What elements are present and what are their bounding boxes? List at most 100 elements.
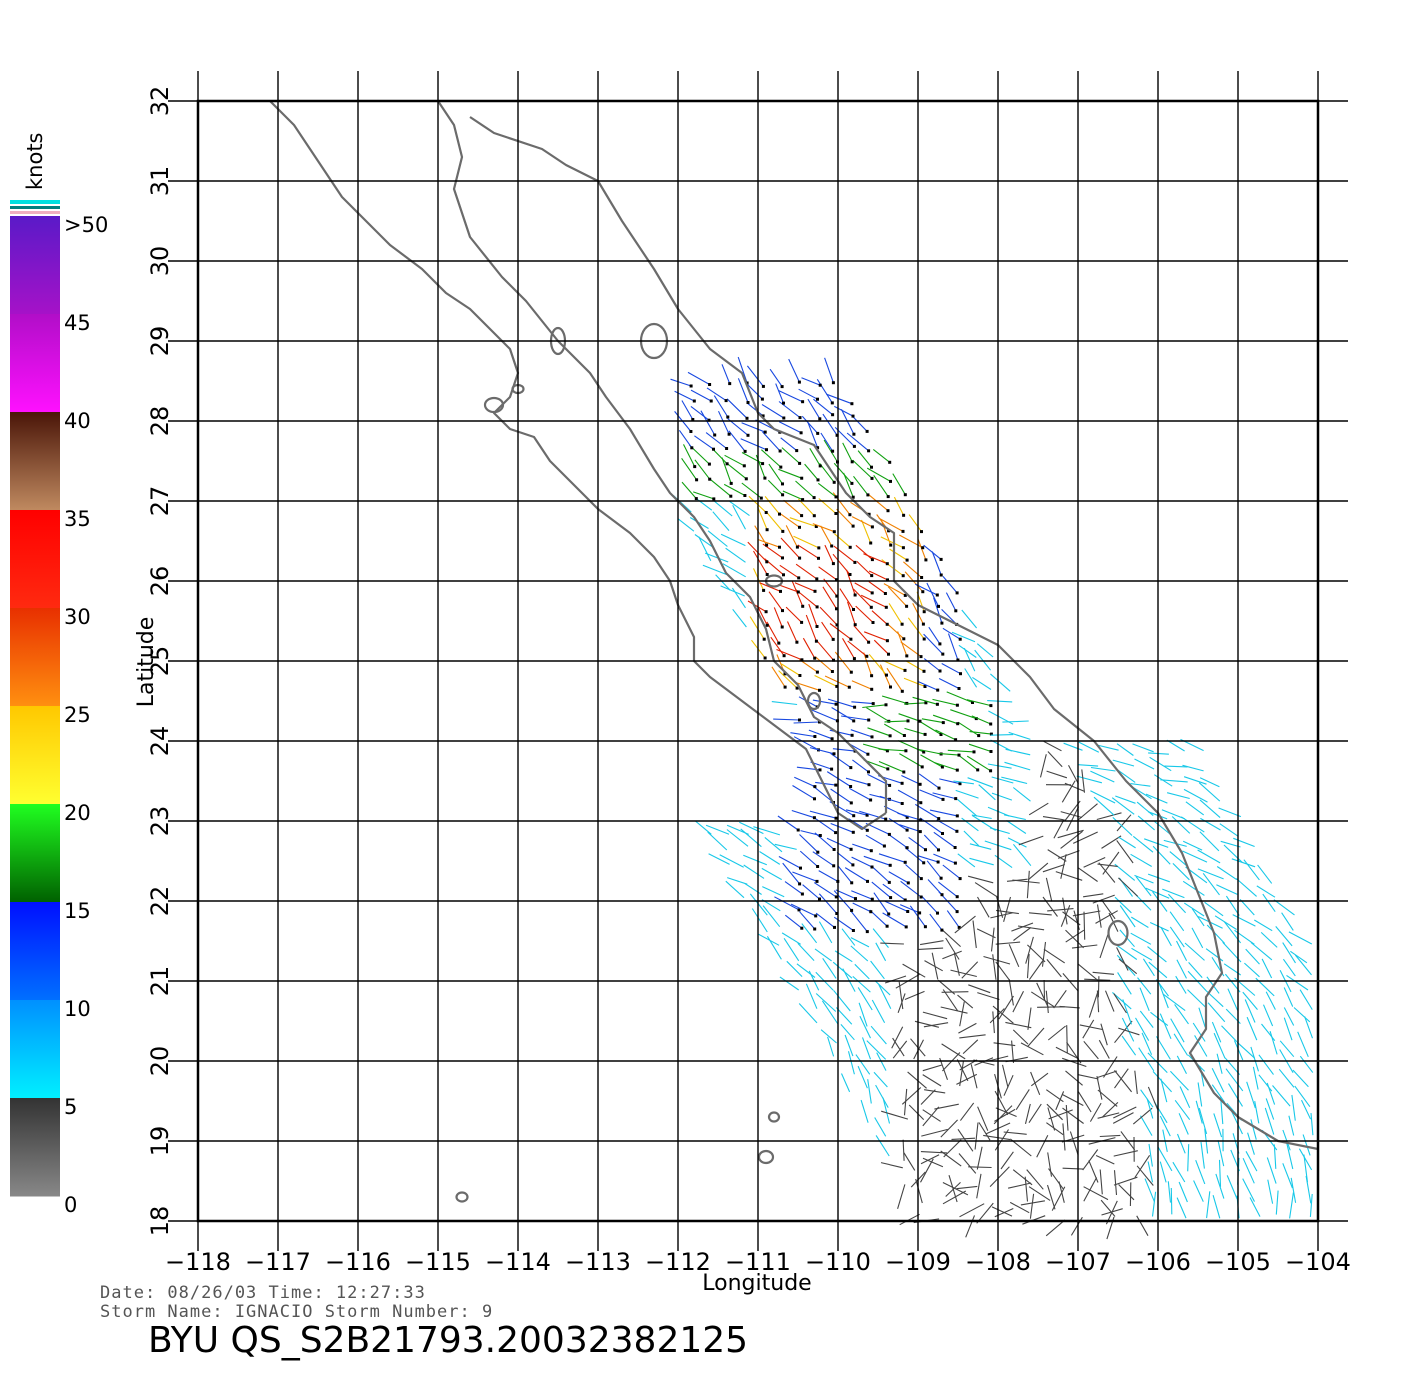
wind-vector-origin: [830, 737, 834, 741]
wind-vector: [785, 606, 802, 623]
wind-vector-origin: [939, 733, 943, 736]
wind-vector: [1083, 893, 1104, 898]
wind-vector-origin: [816, 478, 820, 482]
wind-vector: [1099, 1134, 1121, 1138]
wind-vector: [1172, 1161, 1186, 1183]
wind-vector: [1135, 876, 1152, 897]
wind-vector: [732, 505, 746, 530]
wind-vector: [694, 459, 711, 480]
wind-vector: [1269, 1031, 1278, 1055]
wind-vector: [1294, 1085, 1311, 1108]
wind-vector: [968, 1166, 992, 1169]
wind-vector: [972, 676, 992, 690]
wind-vector: [871, 610, 888, 625]
wind-vector: [1065, 1104, 1069, 1131]
wind-vector-origin: [900, 622, 904, 626]
wind-vector: [1130, 783, 1151, 787]
wind-vector: [1242, 1178, 1255, 1202]
wind-vector: [852, 902, 872, 913]
wind-vector-origin: [832, 864, 836, 868]
wind-vector: [1060, 854, 1067, 879]
wind-vector: [1042, 896, 1058, 917]
wind-vector: [812, 699, 837, 705]
wind-vector: [771, 701, 798, 706]
wind-vector: [809, 810, 837, 819]
wind-vector: [749, 616, 765, 640]
wind-vector: [1005, 1021, 1032, 1029]
wind-vector: [1166, 792, 1190, 800]
wind-vector-origin: [798, 461, 802, 465]
wind-vector: [724, 454, 745, 467]
wind-vector: [705, 552, 729, 563]
wind-vector: [942, 1182, 969, 1196]
wind-vector: [866, 467, 891, 482]
wind-vector: [782, 862, 801, 885]
wind-vector: [887, 586, 908, 607]
wind-vector: [1026, 953, 1030, 979]
wind-vector-origin: [832, 480, 836, 484]
wind-vector: [1188, 962, 1203, 978]
wind-vector: [918, 748, 942, 755]
wind-vector-origin: [903, 493, 907, 497]
wind-vector: [851, 701, 874, 705]
wind-vector: [1182, 764, 1204, 772]
wind-vector: [1228, 1083, 1243, 1107]
wind-vector: [1064, 782, 1085, 792]
wind-vector-origin: [953, 846, 957, 849]
wind-vector-origin: [729, 481, 733, 485]
wind-vector-origin: [834, 702, 838, 706]
wind-vector: [1244, 999, 1256, 1023]
wind-vector: [1169, 926, 1185, 948]
wind-vector-origin: [814, 525, 818, 528]
wind-vector-origin: [848, 545, 852, 549]
lat-tick-label: 27: [146, 486, 174, 517]
wind-vector-origin: [797, 908, 801, 912]
wind-vector: [968, 743, 992, 753]
wind-vector: [1031, 991, 1055, 1008]
wind-vector: [922, 1074, 942, 1087]
wind-vector: [795, 480, 815, 499]
wind-vector: [778, 390, 803, 403]
wind-vector-origin: [902, 513, 906, 517]
wind-vector-origin: [709, 399, 713, 403]
wind-vector: [1158, 982, 1169, 1009]
wind-vector: [1090, 770, 1115, 783]
wind-vector-origin: [850, 733, 854, 737]
wind-vector: [1176, 959, 1187, 979]
wind-vector: [868, 570, 888, 581]
wind-vector: [1076, 775, 1103, 784]
wind-vector: [958, 644, 977, 658]
wind-vector-origin: [830, 544, 834, 548]
wind-vector: [929, 913, 943, 931]
wind-vector: [1250, 942, 1273, 961]
wind-vector: [897, 1184, 906, 1209]
wind-vector: [931, 551, 942, 576]
wind-vector-origin: [850, 908, 854, 912]
wind-vector-origin: [812, 816, 816, 820]
wind-vector: [690, 405, 710, 421]
wind-vector-origin: [922, 861, 926, 865]
wind-vector: [869, 909, 888, 927]
wind-vector: [814, 832, 835, 850]
colorbar-band: [10, 608, 60, 707]
wind-vector: [1141, 1032, 1153, 1055]
wind-vector: [1137, 977, 1152, 995]
wind-vector: [1173, 1033, 1189, 1056]
wind-vector-origin: [866, 493, 870, 497]
wind-vector-origin: [813, 735, 817, 738]
wind-vector: [1036, 1135, 1049, 1158]
wind-vector: [823, 439, 838, 463]
wind-vector: [678, 429, 693, 449]
wind-vector: [1059, 1005, 1080, 1009]
wind-vector: [1046, 770, 1068, 779]
wind-vector-origin: [743, 494, 747, 497]
wind-vector: [820, 432, 834, 452]
wind-vector: [1130, 932, 1152, 945]
wind-vector-origin: [797, 576, 801, 580]
wind-vector: [873, 474, 889, 497]
wind-vector: [1285, 1141, 1294, 1170]
wind-vector: [989, 827, 1010, 835]
wind-vector: [1006, 820, 1027, 834]
wind-vector: [813, 882, 837, 898]
wind-vector-origin: [905, 558, 909, 562]
